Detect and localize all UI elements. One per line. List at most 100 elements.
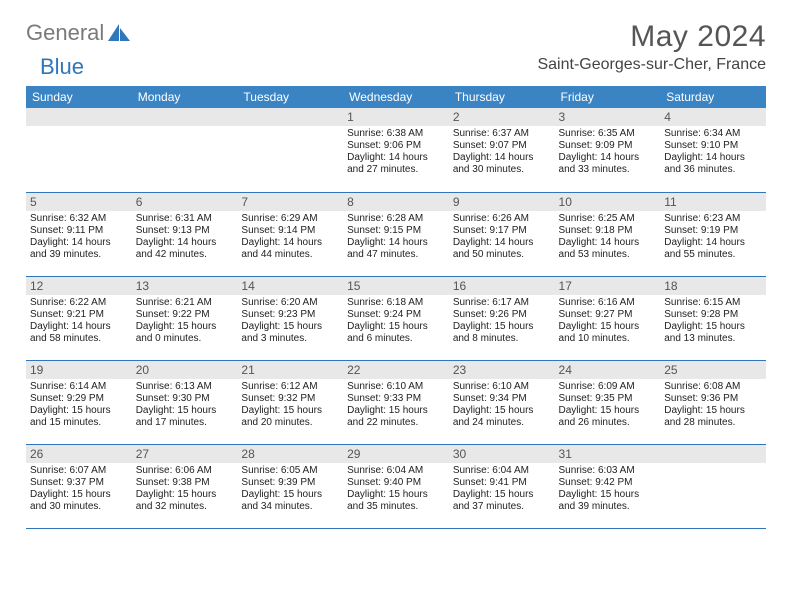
day-number: 11: [660, 193, 766, 211]
daylight-line: Daylight: 15 hours and 10 minutes.: [559, 321, 657, 345]
day-number: 6: [132, 193, 238, 211]
calendar-week-row: 12Sunrise: 6:22 AMSunset: 9:21 PMDayligh…: [26, 276, 766, 360]
sunset-line: Sunset: 9:07 PM: [453, 140, 551, 152]
sunrise-line: Sunrise: 6:05 AM: [241, 465, 339, 477]
sunset-line: Sunset: 9:22 PM: [136, 309, 234, 321]
day-number: 29: [343, 445, 449, 463]
calendar-day-cell: 3Sunrise: 6:35 AMSunset: 9:09 PMDaylight…: [555, 108, 661, 192]
sunrise-line: Sunrise: 6:37 AM: [453, 128, 551, 140]
daylight-line: Daylight: 15 hours and 37 minutes.: [453, 489, 551, 513]
daylight-line: Daylight: 15 hours and 6 minutes.: [347, 321, 445, 345]
sunset-line: Sunset: 9:38 PM: [136, 477, 234, 489]
calendar-day-cell: 11Sunrise: 6:23 AMSunset: 9:19 PMDayligh…: [660, 192, 766, 276]
daylight-line: Daylight: 14 hours and 55 minutes.: [664, 237, 762, 261]
day-details: Sunrise: 6:05 AMSunset: 9:39 PMDaylight:…: [237, 463, 343, 516]
sunset-line: Sunset: 9:41 PM: [453, 477, 551, 489]
day-details: [26, 126, 132, 131]
calendar-day-cell: 8Sunrise: 6:28 AMSunset: 9:15 PMDaylight…: [343, 192, 449, 276]
sunrise-line: Sunrise: 6:21 AM: [136, 297, 234, 309]
sunset-line: Sunset: 9:40 PM: [347, 477, 445, 489]
day-number: 3: [555, 108, 661, 126]
calendar-day-cell: 9Sunrise: 6:26 AMSunset: 9:17 PMDaylight…: [449, 192, 555, 276]
calendar-day-cell: 10Sunrise: 6:25 AMSunset: 9:18 PMDayligh…: [555, 192, 661, 276]
calendar-day-cell: 1Sunrise: 6:38 AMSunset: 9:06 PMDaylight…: [343, 108, 449, 192]
calendar-day-cell: 20Sunrise: 6:13 AMSunset: 9:30 PMDayligh…: [132, 360, 238, 444]
sunset-line: Sunset: 9:42 PM: [559, 477, 657, 489]
sunrise-line: Sunrise: 6:23 AM: [664, 213, 762, 225]
daylight-line: Daylight: 14 hours and 47 minutes.: [347, 237, 445, 261]
sunrise-line: Sunrise: 6:15 AM: [664, 297, 762, 309]
sunrise-line: Sunrise: 6:18 AM: [347, 297, 445, 309]
sunset-line: Sunset: 9:13 PM: [136, 225, 234, 237]
calendar-day-cell: 7Sunrise: 6:29 AMSunset: 9:14 PMDaylight…: [237, 192, 343, 276]
calendar-day-cell: [237, 108, 343, 192]
calendar-week-row: 1Sunrise: 6:38 AMSunset: 9:06 PMDaylight…: [26, 108, 766, 192]
day-number: 31: [555, 445, 661, 463]
calendar-table: SundayMondayTuesdayWednesdayThursdayFrid…: [26, 86, 766, 529]
day-number: 20: [132, 361, 238, 379]
sunset-line: Sunset: 9:14 PM: [241, 225, 339, 237]
daylight-line: Daylight: 14 hours and 30 minutes.: [453, 152, 551, 176]
sunrise-line: Sunrise: 6:06 AM: [136, 465, 234, 477]
sunset-line: Sunset: 9:33 PM: [347, 393, 445, 405]
daylight-line: Daylight: 14 hours and 27 minutes.: [347, 152, 445, 176]
day-details: Sunrise: 6:07 AMSunset: 9:37 PMDaylight:…: [26, 463, 132, 516]
day-number: 16: [449, 277, 555, 295]
sunrise-line: Sunrise: 6:12 AM: [241, 381, 339, 393]
day-number: 26: [26, 445, 132, 463]
calendar-day-cell: 29Sunrise: 6:04 AMSunset: 9:40 PMDayligh…: [343, 444, 449, 528]
daylight-line: Daylight: 14 hours and 33 minutes.: [559, 152, 657, 176]
weekday-header: Wednesday: [343, 86, 449, 108]
sunrise-line: Sunrise: 6:31 AM: [136, 213, 234, 225]
sunrise-line: Sunrise: 6:09 AM: [559, 381, 657, 393]
calendar-day-cell: [26, 108, 132, 192]
day-details: Sunrise: 6:28 AMSunset: 9:15 PMDaylight:…: [343, 211, 449, 264]
sunset-line: Sunset: 9:39 PM: [241, 477, 339, 489]
day-details: Sunrise: 6:04 AMSunset: 9:41 PMDaylight:…: [449, 463, 555, 516]
daylight-line: Daylight: 14 hours and 44 minutes.: [241, 237, 339, 261]
calendar-day-cell: 12Sunrise: 6:22 AMSunset: 9:21 PMDayligh…: [26, 276, 132, 360]
day-details: Sunrise: 6:32 AMSunset: 9:11 PMDaylight:…: [26, 211, 132, 264]
sunrise-line: Sunrise: 6:14 AM: [30, 381, 128, 393]
sunset-line: Sunset: 9:17 PM: [453, 225, 551, 237]
calendar-day-cell: 2Sunrise: 6:37 AMSunset: 9:07 PMDaylight…: [449, 108, 555, 192]
sunset-line: Sunset: 9:24 PM: [347, 309, 445, 321]
sunrise-line: Sunrise: 6:07 AM: [30, 465, 128, 477]
daylight-line: Daylight: 15 hours and 30 minutes.: [30, 489, 128, 513]
day-details: Sunrise: 6:34 AMSunset: 9:10 PMDaylight:…: [660, 126, 766, 179]
calendar-day-cell: 13Sunrise: 6:21 AMSunset: 9:22 PMDayligh…: [132, 276, 238, 360]
calendar-day-cell: 4Sunrise: 6:34 AMSunset: 9:10 PMDaylight…: [660, 108, 766, 192]
month-title: May 2024: [537, 20, 766, 54]
day-number: 28: [237, 445, 343, 463]
day-number: [237, 108, 343, 126]
day-number: [132, 108, 238, 126]
calendar-week-row: 26Sunrise: 6:07 AMSunset: 9:37 PMDayligh…: [26, 444, 766, 528]
day-number: 7: [237, 193, 343, 211]
calendar-day-cell: 30Sunrise: 6:04 AMSunset: 9:41 PMDayligh…: [449, 444, 555, 528]
day-number: 4: [660, 108, 766, 126]
sunrise-line: Sunrise: 6:22 AM: [30, 297, 128, 309]
calendar-day-cell: 16Sunrise: 6:17 AMSunset: 9:26 PMDayligh…: [449, 276, 555, 360]
day-details: Sunrise: 6:06 AMSunset: 9:38 PMDaylight:…: [132, 463, 238, 516]
sunrise-line: Sunrise: 6:32 AM: [30, 213, 128, 225]
calendar-day-cell: 14Sunrise: 6:20 AMSunset: 9:23 PMDayligh…: [237, 276, 343, 360]
day-number: 18: [660, 277, 766, 295]
sunset-line: Sunset: 9:32 PM: [241, 393, 339, 405]
sunset-line: Sunset: 9:29 PM: [30, 393, 128, 405]
brand-logo: General: [26, 20, 134, 46]
sunset-line: Sunset: 9:27 PM: [559, 309, 657, 321]
day-number: [660, 445, 766, 463]
day-details: Sunrise: 6:10 AMSunset: 9:33 PMDaylight:…: [343, 379, 449, 432]
sunrise-line: Sunrise: 6:16 AM: [559, 297, 657, 309]
daylight-line: Daylight: 15 hours and 3 minutes.: [241, 321, 339, 345]
day-details: Sunrise: 6:08 AMSunset: 9:36 PMDaylight:…: [660, 379, 766, 432]
day-number: 8: [343, 193, 449, 211]
calendar-day-cell: 26Sunrise: 6:07 AMSunset: 9:37 PMDayligh…: [26, 444, 132, 528]
day-number: 10: [555, 193, 661, 211]
weekday-header: Monday: [132, 86, 238, 108]
day-details: Sunrise: 6:13 AMSunset: 9:30 PMDaylight:…: [132, 379, 238, 432]
daylight-line: Daylight: 15 hours and 24 minutes.: [453, 405, 551, 429]
weekday-header: Saturday: [660, 86, 766, 108]
day-details: [660, 463, 766, 468]
sunset-line: Sunset: 9:35 PM: [559, 393, 657, 405]
